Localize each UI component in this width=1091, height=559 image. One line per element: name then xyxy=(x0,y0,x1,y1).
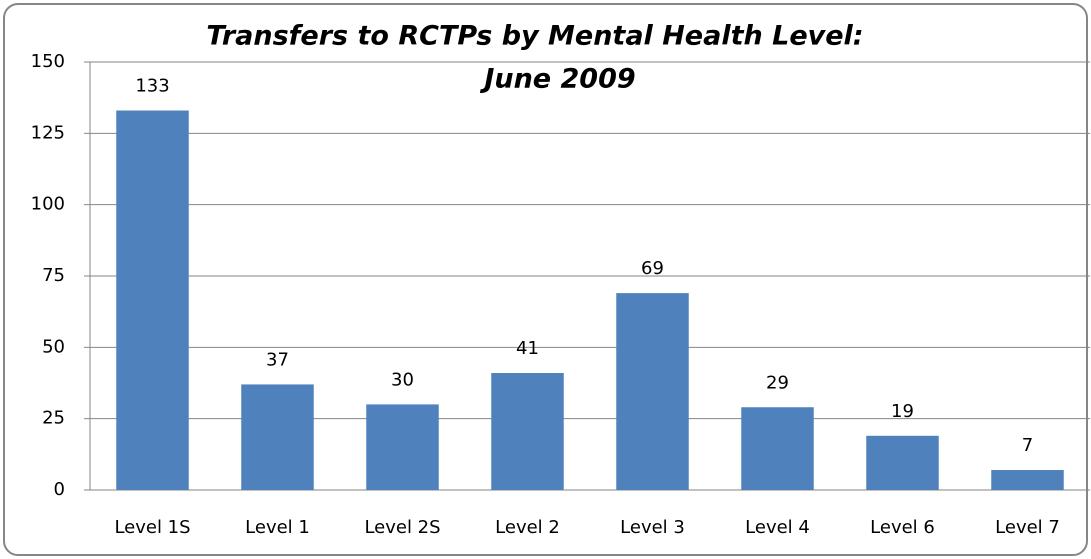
y-tick-label: 0 xyxy=(54,479,65,500)
x-tick-label: Level 6 xyxy=(870,517,935,538)
bar xyxy=(616,293,689,490)
value-label: 133 xyxy=(135,76,169,97)
value-label: 41 xyxy=(516,338,539,359)
value-label: 30 xyxy=(391,369,414,390)
bar xyxy=(116,110,189,491)
bar xyxy=(991,470,1064,490)
x-tick-label: Level 3 xyxy=(620,517,685,538)
bar xyxy=(241,384,314,490)
value-label: 19 xyxy=(891,401,914,422)
chart-title: Transfers to RCTPs by Mental Health Leve… xyxy=(206,21,863,52)
x-tick-label: Level 7 xyxy=(995,517,1060,538)
x-tick-label: Level 1S xyxy=(114,517,190,538)
y-tick-label: 75 xyxy=(42,265,65,286)
value-label: 37 xyxy=(266,349,289,370)
value-label: 29 xyxy=(766,372,789,393)
bar xyxy=(491,373,564,490)
value-label: 69 xyxy=(641,258,664,279)
chart-title: June 2009 xyxy=(479,64,635,95)
x-tick-label: Level 2 xyxy=(495,517,560,538)
value-label: 7 xyxy=(1022,435,1033,456)
y-tick-label: 125 xyxy=(31,122,65,143)
x-tick-label: Level 2S xyxy=(364,517,440,538)
y-tick-label: 25 xyxy=(42,408,65,429)
bar xyxy=(741,407,814,490)
x-tick-label: Level 1 xyxy=(245,517,310,538)
bar xyxy=(866,435,939,490)
y-tick-label: 100 xyxy=(31,194,65,215)
x-tick-label: Level 4 xyxy=(745,517,810,538)
y-tick-label: 50 xyxy=(42,336,65,357)
bar xyxy=(366,404,439,490)
y-tick-label: 150 xyxy=(31,51,65,72)
